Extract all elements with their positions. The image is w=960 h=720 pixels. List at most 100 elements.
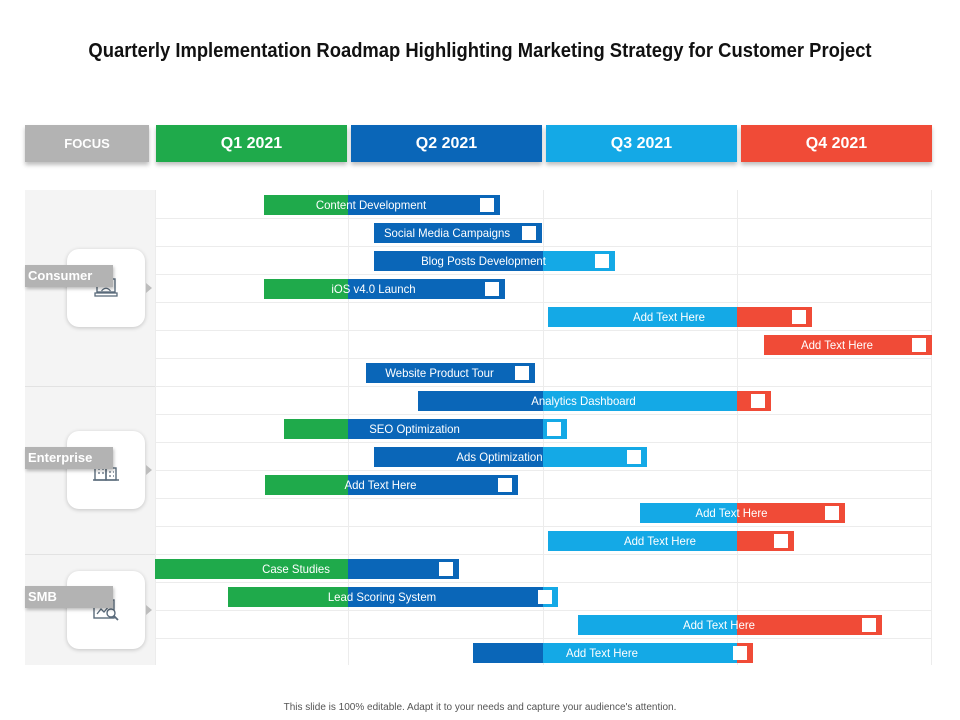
bar-label: SEO Optimization [369,422,460,436]
roadmap-bar: iOS v4.0 Launch [264,279,505,299]
bar-label: Add Text Here [695,506,768,520]
quarter-header-q4: Q4 2021 [741,125,932,162]
bar-label: Content Development [315,198,427,212]
bar-checkbox[interactable] [912,338,926,352]
bar-checkbox[interactable] [522,226,536,240]
bar-segment [543,391,737,411]
bar-checkbox[interactable] [485,282,499,296]
roadmap-bar: Add Text Here [265,475,518,495]
grid-vertical-line [155,190,156,665]
bar-label: Case Studies [262,562,330,576]
roadmap-bar: Case Studies [155,559,459,579]
quarter-header-q1: Q1 2021 [156,125,347,162]
bar-checkbox[interactable] [825,506,839,520]
roadmap-bar: Add Text Here [548,531,794,551]
bar-checkbox[interactable] [792,310,806,324]
bar-segment [543,447,647,467]
bar-checkbox[interactable] [751,394,765,408]
roadmap-bar: Add Text Here [640,503,845,523]
bar-checkbox[interactable] [733,646,747,660]
grid-row-line [155,358,932,359]
bar-checkbox[interactable] [595,254,609,268]
segment-divider [25,554,155,555]
bar-segment [374,251,543,271]
bar-segment [548,307,737,327]
quarter-header-label: Q4 2021 [805,134,868,152]
grid-row-line [155,498,932,499]
bar-label: Social Media Campaigns [383,226,511,240]
bar-checkbox[interactable] [515,366,529,380]
bar-checkbox[interactable] [627,450,641,464]
bar-segment [348,559,459,579]
bar-segment [348,587,543,607]
bar-label: Analytics Dashboard [531,394,636,408]
bar-segment [640,503,737,523]
roadmap-bar: Add Text Here [764,335,932,355]
bar-segment [348,419,543,439]
bar-segment [265,475,348,495]
bar-checkbox[interactable] [480,198,494,212]
bar-checkbox[interactable] [774,534,788,548]
bar-checkbox[interactable] [862,618,876,632]
roadmap-bar: Add Text Here [578,615,882,635]
segment-label-smb: SMB [25,586,113,608]
bar-label: Add Text Here [344,478,417,492]
quarter-header-q3: Q3 2021 [546,125,737,162]
bar-segment [264,279,348,299]
bar-segment [374,447,543,467]
bar-segment [374,223,542,243]
bar-checkbox[interactable] [547,422,561,436]
bar-label: Add Text Here [565,646,639,660]
bar-checkbox[interactable] [538,590,552,604]
bar-checkbox[interactable] [498,478,512,492]
grid-row-line [155,386,932,387]
bar-label: iOS v4.0 Launch [331,282,416,296]
grid-row-line [155,246,932,247]
bar-segment [548,531,737,551]
grid-row-line [155,526,932,527]
bar-segment [578,615,737,635]
grid-row-line [155,218,932,219]
grid-row-line [155,470,932,471]
bar-label: Add Text Here [632,310,706,324]
quarter-header-label: Q2 2021 [415,134,478,152]
footer-note: This slide is 100% editable. Adapt it to… [283,702,677,713]
grid-vertical-line [931,190,932,665]
roadmap-grid: Consumer Enterprise SMB Content Developm… [25,190,932,665]
bar-segment [264,195,348,215]
segment-card-enterprise [67,431,145,509]
bar-segment [284,419,348,439]
bar-segment [473,643,543,663]
grid-row-line [155,330,932,331]
segment-label-enterprise: Enterprise [25,447,113,469]
bar-label: Website Product Tour [385,366,494,380]
roadmap-bar: Analytics Dashboard [418,391,771,411]
grid-row-line [155,442,932,443]
roadmap-bar: Blog Posts Development [374,251,615,271]
bar-segment [764,335,932,355]
roadmap-bar: Ads Optimization [374,447,647,467]
bar-segment [418,391,543,411]
bar-segment [155,559,348,579]
segment-divider [25,386,155,387]
grid-vertical-line [737,190,738,665]
roadmap-bar: Add Text Here [473,643,753,663]
bar-segment [737,615,882,635]
focus-header: FOCUS [25,125,149,162]
segment-card-consumer [67,249,145,327]
grid-row-line [155,554,932,555]
segment-arrow [146,605,152,615]
grid-row-line [155,610,932,611]
segment-card-smb [67,571,145,649]
page-title: Quarterly Implementation Roadmap Highlig… [88,40,872,62]
bar-label: Add Text Here [682,618,756,632]
quarter-header-label: Q3 2021 [610,134,673,152]
grid-row-line [155,414,932,415]
bar-segment [366,363,535,383]
segment-arrow [146,283,152,293]
bar-segment [737,503,845,523]
bar-label: Lead Scoring System [327,590,437,604]
bar-checkbox[interactable] [439,562,453,576]
segment-arrow [146,465,152,475]
bar-segment [348,475,518,495]
